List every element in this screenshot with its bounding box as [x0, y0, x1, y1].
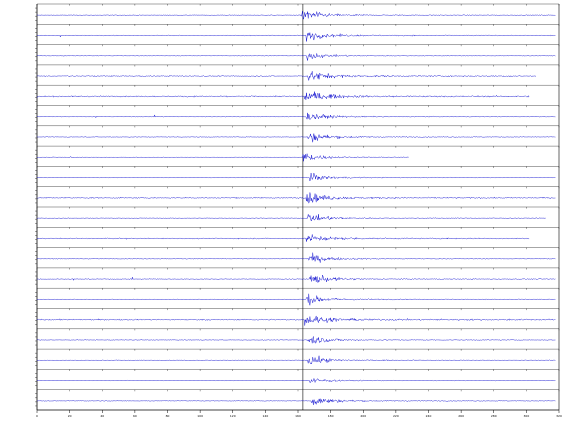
x-tick-label: 220	[393, 414, 399, 418]
trace-12	[36, 234, 530, 242]
x-tick-label: 260	[458, 414, 464, 418]
trace-4	[36, 71, 537, 81]
x-tick-label: 20	[68, 414, 72, 418]
trace-20	[36, 398, 556, 405]
trace-15	[36, 293, 556, 306]
trace-17	[36, 336, 556, 344]
x-tick-label: 280	[491, 414, 497, 418]
trace-2	[36, 32, 556, 42]
x-tick-label: 300	[524, 414, 530, 418]
x-tick-label: 60	[133, 414, 137, 418]
chart-axes	[35, 3, 560, 411]
trace-1	[36, 11, 556, 20]
trace-6	[36, 112, 556, 121]
trace-13	[36, 252, 556, 263]
trace-8	[36, 153, 409, 162]
trace-9	[36, 172, 556, 182]
trace-16	[36, 315, 556, 326]
x-tick-label: 0	[36, 414, 38, 418]
x-tick-label: 240	[426, 414, 432, 418]
x-tick-label: 160	[295, 414, 301, 418]
x-tick-label: 200	[360, 414, 366, 418]
trace-19	[36, 377, 556, 383]
trace-10	[36, 192, 556, 204]
x-axis: 0 20 40 60 80 100 120 140 160 180 200 220 240 260 280 3…	[36, 410, 562, 418]
trace-5	[36, 91, 530, 100]
x-tick-label: 40	[100, 414, 104, 418]
x-tick-label: 100	[197, 414, 203, 418]
trace-7	[36, 133, 556, 143]
trace-11	[36, 214, 546, 222]
trace-3	[36, 53, 556, 61]
trace-group	[36, 11, 556, 405]
x-tick-label: 180	[328, 414, 334, 418]
trace-14	[36, 274, 556, 283]
x-tick-label: 80	[166, 414, 170, 418]
x-tick-label: 140	[263, 414, 269, 418]
x-tick-label: 120	[230, 414, 236, 418]
x-tick-label: 320	[556, 414, 562, 418]
trace-18	[36, 355, 556, 365]
